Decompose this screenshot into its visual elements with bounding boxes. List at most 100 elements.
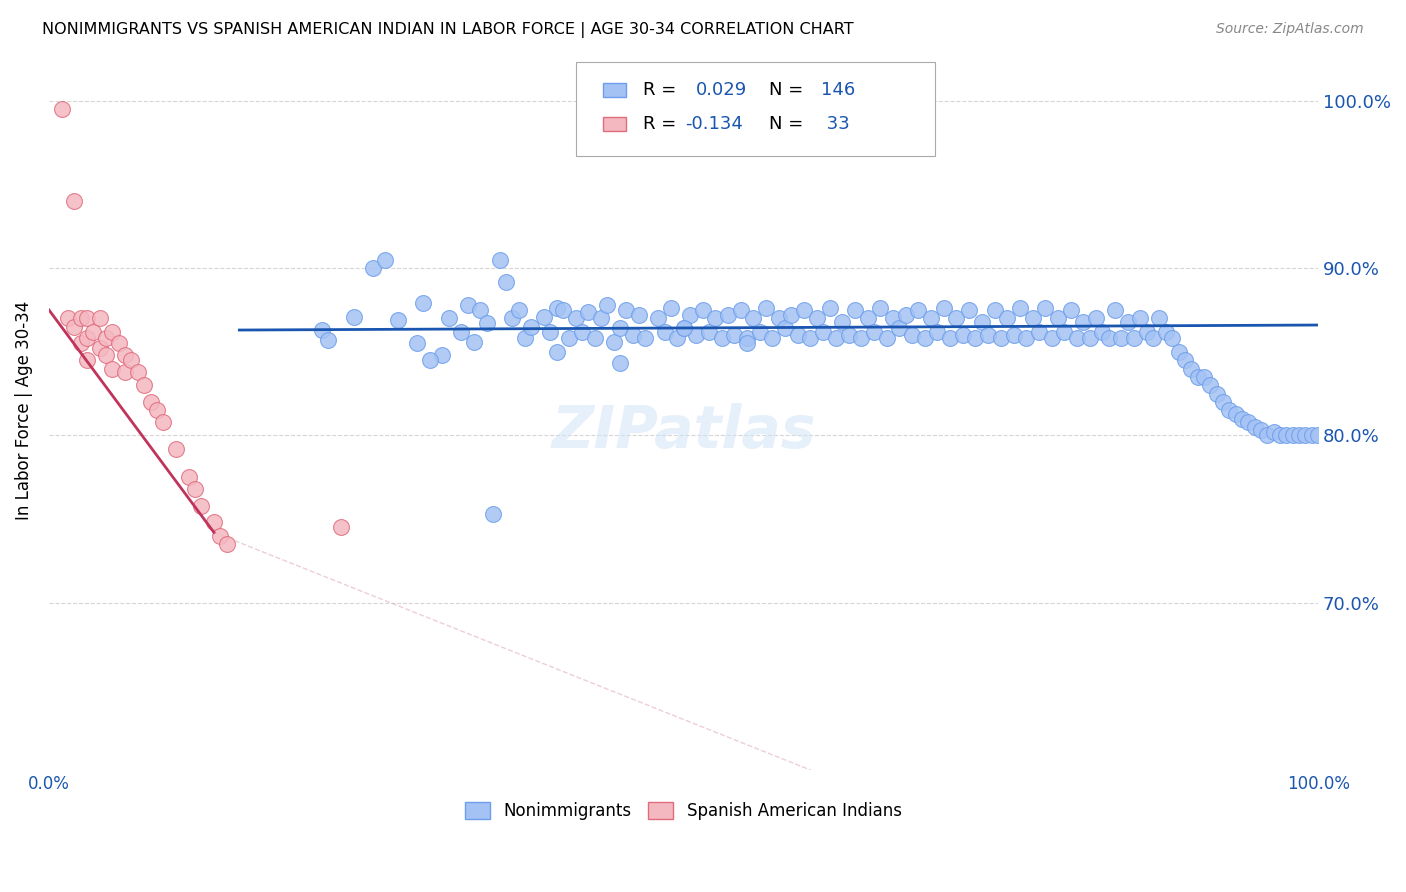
Point [1098,331,1121,345]
Point [76,353,98,368]
Point [1021,311,1043,326]
Point [94,331,117,345]
Y-axis label: In Labor Force | Age 30-34: In Labor Force | Age 30-34 [15,301,32,520]
Point [697,325,720,339]
Point [121,353,143,368]
Text: NONIMMIGRANTS VS SPANISH AMERICAN INDIAN IN LABOR FORCE | AGE 30-34 CORRELATION : NONIMMIGRANTS VS SPANISH AMERICAN INDIAN… [42,22,853,38]
Point [1040,331,1063,345]
Text: N =: N = [769,115,803,133]
Point [63,319,86,334]
Point [1085,311,1108,326]
Point [76,331,98,345]
Point [773,321,796,335]
Point [920,311,942,326]
Point [659,301,682,316]
Point [1059,302,1081,317]
Point [127,365,149,379]
Point [571,325,593,339]
Point [1250,424,1272,438]
Point [1149,311,1171,326]
Point [501,311,523,326]
Point [672,321,695,335]
Point [139,395,162,409]
Point [1161,331,1184,345]
Point [152,415,174,429]
Point [69,336,91,351]
Point [831,315,853,329]
Point [1263,425,1285,439]
Point [990,331,1012,345]
Point [89,311,111,326]
Point [647,311,669,326]
Point [692,302,714,317]
Point [914,331,936,345]
Point [1167,344,1189,359]
Point [735,336,758,351]
Point [419,353,441,368]
Point [546,344,568,359]
Point [1301,428,1323,442]
Legend: Nonimmigrants, Spanish American Indians: Nonimmigrants, Spanish American Indians [458,795,908,826]
Point [799,331,821,345]
Point [508,302,530,317]
Point [856,311,879,326]
Point [63,194,86,209]
Point [755,301,778,316]
Point [1066,331,1088,345]
Point [1212,395,1234,409]
Point [488,252,510,267]
Point [1033,301,1056,316]
Point [311,323,333,337]
Point [838,328,860,343]
Point [1294,428,1316,442]
Point [209,529,232,543]
Point [177,470,200,484]
Point [165,442,187,456]
Point [1002,328,1025,343]
Point [361,261,384,276]
Text: R =: R = [643,81,676,99]
Point [679,308,702,322]
Point [742,311,765,326]
Point [1256,428,1278,442]
Point [1225,407,1247,421]
Point [907,302,929,317]
Point [596,298,619,312]
Point [215,537,238,551]
Point [844,302,866,317]
Point [56,311,79,326]
Point [190,499,212,513]
Point [894,308,917,322]
Point [1123,331,1146,345]
Point [564,311,586,326]
Point [717,308,740,322]
Point [609,321,631,335]
Point [786,328,808,343]
Point [927,325,949,339]
Point [475,317,498,331]
Point [939,331,962,345]
Point [811,325,834,339]
Point [329,520,352,534]
Point [889,321,911,335]
Point [983,302,1005,317]
Point [316,333,339,347]
Point [1154,325,1177,339]
Text: -0.134: -0.134 [685,115,742,133]
Point [1111,331,1133,345]
Point [995,311,1018,326]
Point [1091,325,1114,339]
Point [1230,411,1253,425]
Point [723,328,745,343]
Point [406,336,429,351]
Point [1015,331,1038,345]
Text: 146: 146 [821,81,855,99]
Point [463,334,485,349]
Point [609,357,631,371]
Point [1205,386,1227,401]
Point [538,325,561,339]
Point [482,507,505,521]
Point [977,328,1000,343]
Text: ZIPatlas: ZIPatlas [551,403,815,460]
Point [616,302,638,317]
